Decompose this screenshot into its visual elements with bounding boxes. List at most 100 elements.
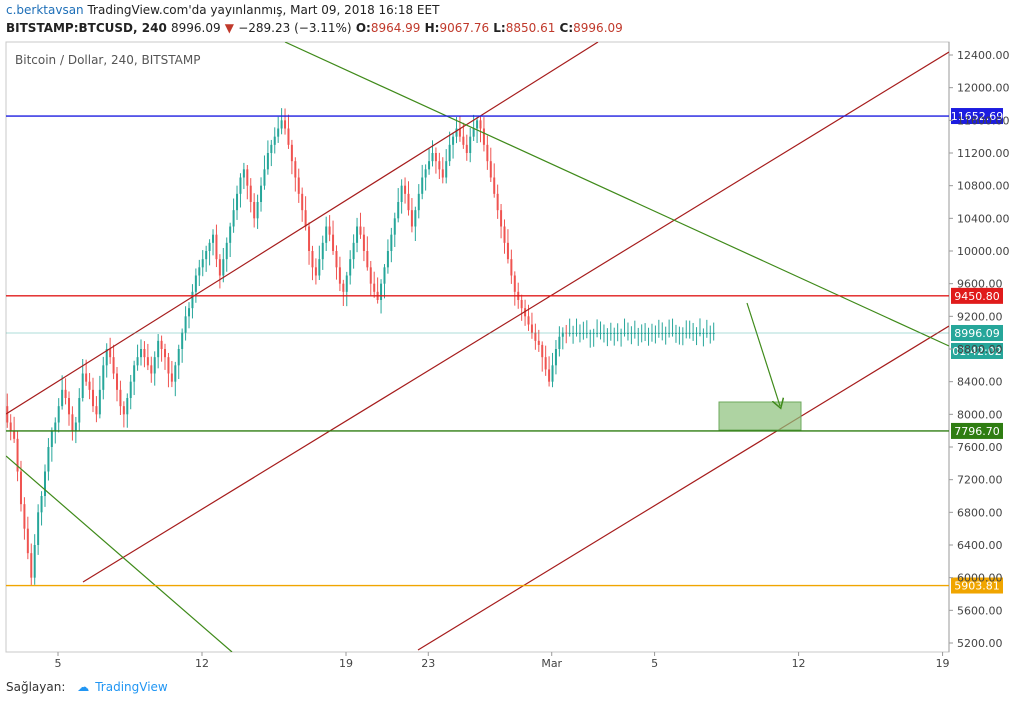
- author-link[interactable]: c.berktavsan: [6, 3, 84, 17]
- candle-body: [54, 422, 57, 431]
- candle-body: [596, 332, 599, 334]
- candle-body: [609, 332, 612, 334]
- candle-body: [194, 275, 197, 292]
- candle-body: [352, 242, 355, 260]
- candle-body: [85, 373, 88, 382]
- candle-body: [410, 210, 413, 227]
- candle-body: [26, 528, 29, 554]
- y-tick-label: 9600.00: [957, 278, 1003, 291]
- candle-body: [30, 553, 33, 578]
- candle-body: [709, 332, 712, 334]
- resistance-price-label: 11652.69: [951, 110, 1004, 123]
- candle-body: [297, 177, 300, 194]
- candle-body: [249, 185, 252, 202]
- candle-body: [530, 324, 533, 333]
- descending-line[interactable]: [6, 455, 233, 652]
- candles-group: [6, 108, 715, 587]
- candle-body: [644, 332, 647, 334]
- candle-body: [671, 332, 674, 334]
- target-zone-box[interactable]: [718, 401, 802, 431]
- projection-arrow[interactable]: [746, 302, 780, 406]
- candle-body: [527, 316, 530, 325]
- candle-body: [40, 496, 43, 513]
- y-tick-label: 10800.00: [957, 180, 1010, 193]
- x-tick-label: 12: [792, 657, 806, 670]
- candle-body: [369, 267, 372, 284]
- candle-body: [668, 332, 671, 334]
- tradingview-link[interactable]: TradingView: [95, 680, 168, 694]
- candle-body: [469, 136, 472, 153]
- candle-body: [33, 545, 36, 578]
- candle-body: [270, 144, 273, 153]
- candle-body: [544, 357, 547, 370]
- low-label: L:: [493, 21, 506, 35]
- tradingview-logo-icon: ☁: [77, 680, 90, 694]
- candle-body: [43, 471, 46, 496]
- candle-body: [140, 349, 143, 358]
- candle-body: [434, 153, 437, 162]
- candle-body: [23, 504, 26, 529]
- close-value: 8996.09: [573, 21, 623, 35]
- candle-body: [170, 373, 173, 382]
- footer-label: Sağlayan:: [6, 680, 66, 694]
- candle-body: [232, 210, 235, 227]
- candle-body: [246, 169, 249, 186]
- channel-lower-line[interactable]: [417, 325, 949, 651]
- candle-body: [50, 430, 53, 447]
- candle-body: [105, 349, 108, 366]
- candle-body: [146, 357, 149, 366]
- x-tick-label: 23: [421, 657, 435, 670]
- low-price-label: 5903.81: [954, 580, 1000, 593]
- price-axis[interactable]: 5200.00 5600.00 6000.00 6400.00 6800.00 7200.…: [949, 49, 1010, 650]
- candle-body: [184, 316, 187, 333]
- y-tick-label: 11200.00: [957, 147, 1010, 160]
- candle-body: [582, 332, 585, 334]
- x-tick-label: Mar: [541, 657, 562, 670]
- resistance-price-tag: [951, 108, 1003, 125]
- candle-body: [489, 161, 492, 178]
- candle-body: [356, 226, 359, 243]
- candle-body: [98, 389, 101, 415]
- candle-body: [122, 406, 125, 415]
- candle-body: [441, 169, 444, 178]
- candle-body: [160, 340, 163, 349]
- candle-body: [229, 226, 232, 243]
- candle-body: [71, 414, 74, 431]
- candle-body: [308, 226, 311, 251]
- candle-body: [537, 340, 540, 345]
- candle-body: [157, 340, 160, 358]
- candle-body: [280, 120, 283, 129]
- candle-body: [373, 283, 376, 292]
- candle-body: [613, 332, 616, 334]
- candle-body: [647, 332, 650, 334]
- candle-body: [424, 169, 427, 178]
- candle-body: [126, 398, 129, 415]
- candle-body: [561, 332, 564, 337]
- candle-body: [301, 193, 304, 211]
- candle-body: [472, 128, 475, 137]
- x-tick-label: 5: [651, 657, 658, 670]
- last-price-tag: [951, 324, 1003, 341]
- time-axis[interactable]: 5 12 19 23 Mar 5 12 19: [55, 652, 950, 670]
- y-tick-label: 8000.00: [957, 408, 1003, 421]
- candle-body: [482, 128, 485, 145]
- candle-body: [205, 251, 208, 260]
- candle-body: [599, 332, 602, 334]
- levels-group: 11652.69 9450.80 7796.70 5903.81 8996.09 01:4…: [6, 108, 1004, 594]
- channel-middle-line[interactable]: [82, 51, 949, 583]
- candle-body: [637, 332, 640, 334]
- candle-body: [88, 381, 91, 390]
- candle-body: [678, 332, 681, 334]
- candle-body: [345, 275, 348, 292]
- candle-body: [9, 422, 12, 431]
- candle-body: [640, 332, 643, 334]
- candle-body: [188, 308, 191, 317]
- candle-body: [510, 259, 513, 276]
- candle-body: [496, 193, 499, 211]
- y-tick-label: 11600.00: [957, 114, 1010, 127]
- candle-body: [554, 349, 557, 366]
- ohlc-line: BITSTAMP:BTCUSD, 240 8996.09 ▼ −289.23 (…: [6, 21, 623, 35]
- candle-body: [102, 365, 105, 390]
- channel-upper-line[interactable]: [6, 42, 599, 415]
